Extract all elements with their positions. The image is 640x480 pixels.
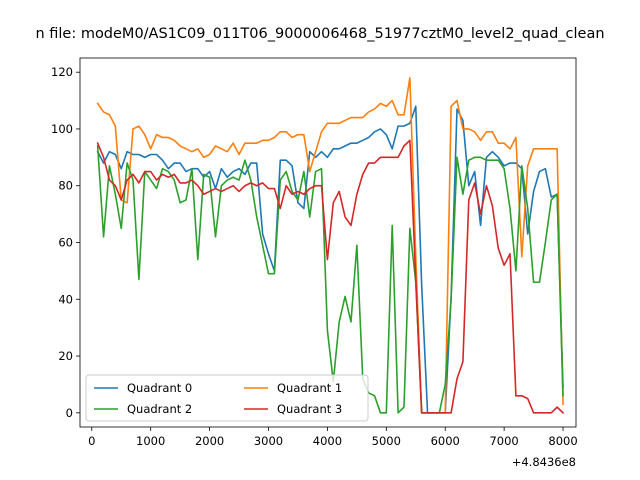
legend: Quadrant 0 Quadrant 1 Quadrant 2 Quadrant 3 <box>85 374 369 422</box>
y-tick-label: 60 <box>58 236 73 250</box>
series-line-quadrant-0 <box>96 105 564 414</box>
series-line-quadrant-1 <box>96 77 564 414</box>
series-line-quadrant-3 <box>96 139 565 414</box>
legend-box <box>85 374 369 422</box>
legend-label-quadrant-2: Quadrant 2 <box>127 402 192 416</box>
legend-label-quadrant-0: Quadrant 0 <box>127 381 192 395</box>
x-tick-label: 4000 <box>313 434 342 448</box>
series-layer <box>96 77 565 414</box>
x-tick-label: 7000 <box>489 434 518 448</box>
x-offset-label: +4.8436e8 <box>512 455 576 469</box>
plot-area <box>80 58 576 427</box>
y-tick-label: 40 <box>58 292 73 306</box>
axes-layer: 0 1000 2000 3000 4000 5000 6000 7000 8000 0 20 40 60… <box>51 57 578 448</box>
x-tick-label: 0 <box>88 434 95 448</box>
chart-title: n file: modeM0/AS1C09_011T06_9000006468_… <box>35 26 604 42</box>
x-tick-label: 2000 <box>195 434 224 448</box>
y-tick-label: 120 <box>51 65 73 79</box>
x-tick-label: 3000 <box>254 434 283 448</box>
x-tick-label: 8000 <box>548 434 577 448</box>
y-tick-label: 20 <box>58 349 73 363</box>
y-tick-label: 100 <box>51 122 73 136</box>
legend-label-quadrant-3: Quadrant 3 <box>277 402 342 416</box>
x-tick-label: 6000 <box>431 434 460 448</box>
y-tick-label: 0 <box>66 406 73 420</box>
legend-label-quadrant-1: Quadrant 1 <box>277 381 342 395</box>
x-tick-label: 5000 <box>372 434 401 448</box>
x-tick-label: 1000 <box>136 434 165 448</box>
y-tick-label: 80 <box>58 179 73 193</box>
series-line-quadrant-2 <box>96 145 564 414</box>
